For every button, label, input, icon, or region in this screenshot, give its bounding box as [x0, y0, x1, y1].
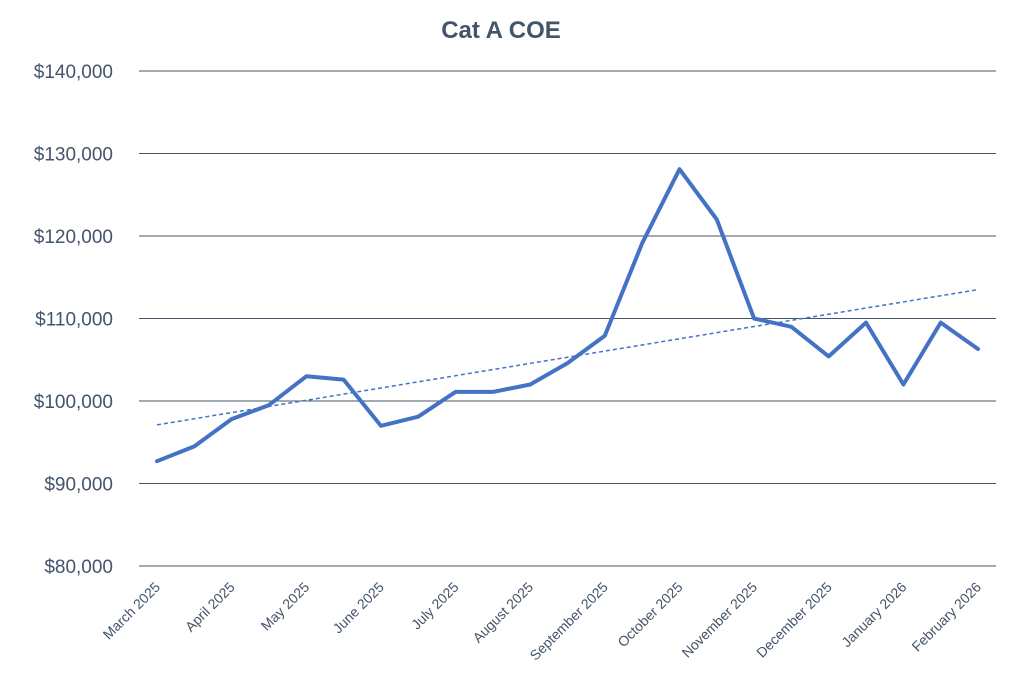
- x-tick-label: August 2025: [469, 579, 536, 646]
- y-tick-label: $120,000: [34, 227, 113, 248]
- x-axis-tick-labels: March 2025 April 2025 May 2025 June 2025 Jul…: [100, 579, 985, 664]
- cat-a-coe-series-line: [155, 167, 980, 464]
- x-tick-label: February 2026: [908, 579, 984, 655]
- x-tick-label: May 2025: [258, 579, 313, 634]
- y-tick-label: $100,000: [34, 392, 113, 413]
- chart-title: Cat A COE: [441, 17, 561, 44]
- x-tick-label: July 2025: [408, 579, 462, 633]
- y-tick-label: $130,000: [34, 145, 113, 166]
- gridlines: [139, 70, 996, 567]
- y-tick-label: $90,000: [44, 475, 113, 496]
- trend-line: [156, 288, 979, 426]
- y-tick-label: $140,000: [34, 62, 113, 83]
- x-tick-label: March 2025: [100, 579, 164, 643]
- x-tick-label: September 2025: [526, 579, 611, 664]
- x-tick-label: January 2026: [838, 579, 909, 650]
- x-tick-label: April 2025: [182, 579, 238, 635]
- x-tick-label: November 2025: [678, 579, 760, 661]
- y-axis-tick-labels: $80,000 $90,000 $100,000 $110,000 $120,000 $1…: [34, 62, 113, 578]
- y-tick-label: $80,000: [44, 557, 113, 578]
- y-tick-label: $110,000: [35, 310, 113, 331]
- x-tick-label: December 2025: [753, 579, 835, 661]
- x-tick-label: October 2025: [614, 579, 685, 650]
- x-tick-label: June 2025: [329, 579, 387, 637]
